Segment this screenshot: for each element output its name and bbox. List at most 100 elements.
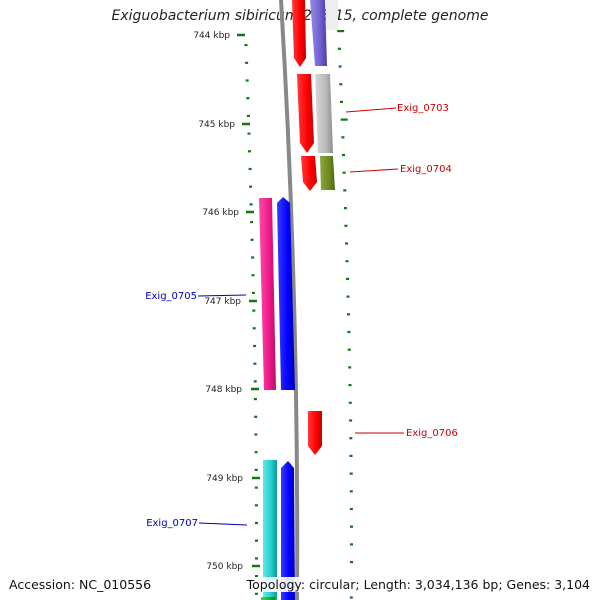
ruler-dot-left <box>249 185 253 188</box>
label-exig-0704[interactable]: Exig_0704 <box>349 164 452 175</box>
ruler-dot-left <box>255 521 258 525</box>
label-exig-0703[interactable]: Exig_0703 <box>345 103 449 114</box>
genome-backbone <box>279 0 300 600</box>
ruler-dot-right <box>349 490 353 493</box>
ruler-dot-right <box>347 330 351 334</box>
ruler-dot-right <box>348 384 352 387</box>
ruler-dot-right <box>343 207 347 210</box>
ruler-dot-right <box>337 30 345 33</box>
svg-text:750 kbp: 750 kbp <box>206 562 243 572</box>
svg-text:747 kbp: 747 kbp <box>204 297 241 307</box>
ruler-dot-right <box>342 171 346 174</box>
gene-red-3[interactable] <box>301 156 317 191</box>
ruler-dot-right <box>338 65 342 68</box>
svg-text:Exig_0705: Exig_0705 <box>145 291 197 302</box>
label-exig-0707[interactable]: Exig_0707 <box>146 518 248 529</box>
ruler-dot-left <box>254 504 258 507</box>
ruler-dot-right <box>339 83 343 86</box>
ruler-tick-745: 745 kbp <box>198 120 250 130</box>
ruler-dot-right <box>342 153 345 157</box>
gene-green-bottom[interactable] <box>261 597 275 600</box>
svg-text:Exig_0706: Exig_0706 <box>406 428 458 439</box>
ruler-dot-left <box>244 44 248 47</box>
ruler-dot-right <box>345 260 349 263</box>
ruler-dot-left <box>248 150 251 153</box>
gene-blue-exig-0707[interactable] <box>281 461 295 600</box>
label-exig-0705[interactable]: Exig_0705 <box>145 291 247 302</box>
ruler-dot-right <box>337 47 341 50</box>
ruler-dot-right <box>341 136 345 139</box>
ruler-dot-left <box>254 592 258 595</box>
ruler-dot-right <box>350 543 353 546</box>
ruler-minor-ticks-right <box>337 30 353 599</box>
ruler-dot-right <box>350 561 353 564</box>
label-exig-0706[interactable]: Exig_0706 <box>355 428 458 439</box>
gene-blue-exig-0705[interactable] <box>277 197 295 390</box>
ruler-dot-right <box>349 437 353 440</box>
ruler-dot-left <box>250 221 254 224</box>
gene-cyan-exig-0707[interactable] <box>263 460 277 600</box>
svg-text:Exig_0707: Exig_0707 <box>146 518 198 529</box>
ruler-dot-left <box>245 61 249 64</box>
ruler-dot-left <box>246 114 250 117</box>
ruler-dot-left <box>251 274 255 277</box>
svg-text:744 kbp: 744 kbp <box>193 31 230 41</box>
ruler-tick-746: 746 kbp <box>202 208 254 218</box>
ruler-dot-left <box>253 362 257 365</box>
ruler-dot-left <box>255 539 258 542</box>
ruler-dot-left <box>247 132 251 135</box>
ruler-tick-747: 747 kbp <box>204 297 257 307</box>
ruler-dot-right <box>348 401 352 404</box>
ruler-dot-right <box>349 419 353 422</box>
ruler-dot-left <box>253 344 257 348</box>
ruler-dot-left <box>254 451 258 454</box>
gene-red-2[interactable] <box>297 74 314 153</box>
ruler-dot-left <box>246 97 250 100</box>
ruler-dot-left <box>254 468 258 471</box>
ruler-tick-744: 744 kbp <box>193 31 245 41</box>
ruler-dot-left <box>245 79 249 82</box>
ruler-dot-right <box>348 366 352 369</box>
ruler-dot-left <box>252 327 256 330</box>
ruler-dot-left <box>253 398 257 401</box>
ruler-dot-left <box>250 238 254 241</box>
ruler-dot-left <box>254 433 258 436</box>
ruler-dot-right <box>340 100 343 103</box>
ruler-dot-left <box>249 203 253 206</box>
ruler-dot-right <box>349 507 353 511</box>
ruler-dot-right <box>349 454 353 457</box>
gene-grey-exig-0703[interactable] <box>315 74 333 153</box>
gene-magenta-exig-0705[interactable] <box>259 198 276 390</box>
svg-text:749 kbp: 749 kbp <box>206 474 243 484</box>
ruler-minor-ticks-left <box>244 44 258 595</box>
ruler-dot-left <box>255 557 258 560</box>
ruler-dot-left <box>253 380 257 383</box>
svg-text:Exig_0704: Exig_0704 <box>400 164 452 175</box>
ruler-dot-right <box>343 189 347 192</box>
svg-text:745 kbp: 745 kbp <box>198 120 235 130</box>
gene-red-top[interactable] <box>292 0 306 67</box>
ruler-dot-right <box>347 348 351 351</box>
svg-text:746 kbp: 746 kbp <box>202 208 239 218</box>
ruler-dot-left <box>248 167 252 171</box>
ruler-dot-right <box>346 295 350 298</box>
svg-text:748 kbp: 748 kbp <box>205 385 242 395</box>
ruler-dot-right <box>349 596 353 599</box>
gene-grey-top-edge <box>326 0 338 30</box>
accession-text: Accession: NC_010556 <box>7 577 154 592</box>
gene-olive-exig-0704[interactable] <box>320 156 335 190</box>
svg-text:Exig_0703: Exig_0703 <box>397 103 449 114</box>
ruler: 744 kbp 745 kbp 746 kbp 747 kbp 748 kbp … <box>193 31 260 572</box>
ruler-dot-left <box>251 256 255 259</box>
ruler-dot-left <box>251 291 255 294</box>
ruler-dot-right <box>349 472 353 475</box>
ruler-dot-right <box>347 313 350 316</box>
ruler-dot-left <box>252 309 256 312</box>
ruler-dot-left <box>254 415 258 418</box>
ruler-dot-right <box>340 118 348 121</box>
gene-purple-top[interactable] <box>310 0 327 66</box>
ruler-tick-750: 750 kbp <box>206 562 260 572</box>
gene-red-exig-0706[interactable] <box>308 411 322 455</box>
topology-text: Topology: circular; Length: 3,034,136 bp… <box>244 577 592 592</box>
